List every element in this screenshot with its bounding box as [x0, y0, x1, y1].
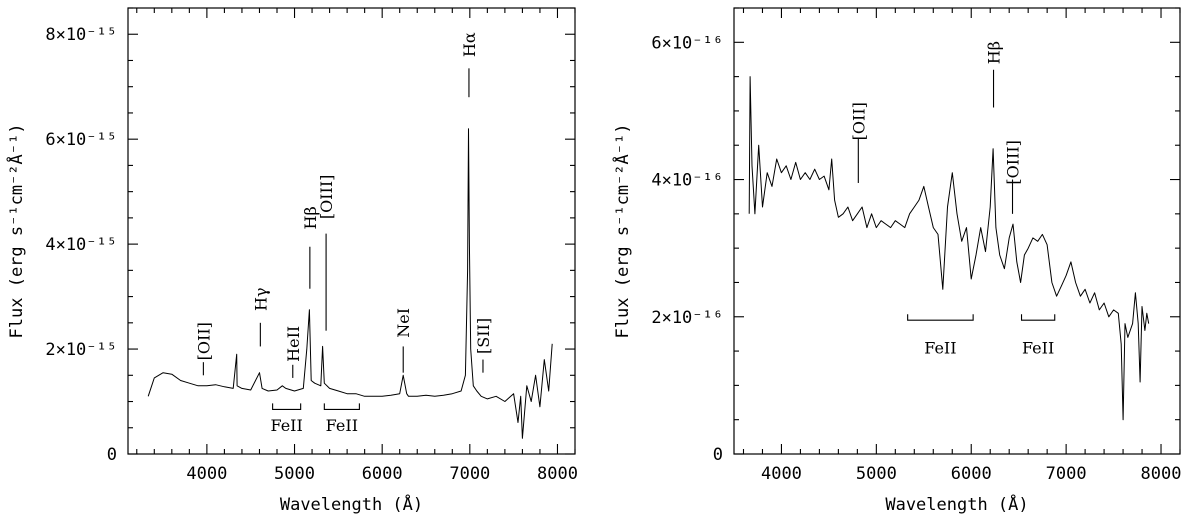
x-tick-label: 5000 [856, 464, 897, 484]
y-tick-label: 2×10⁻¹⁵ [45, 340, 117, 360]
right-spectrum-panel: 4000 5000 6000 7000 8000 0 2×10⁻¹⁶ 4×10⁻¹⁶ 6×10⁻… [611, 7, 1182, 515]
x-tick-label: 6000 [362, 464, 403, 484]
y-tick-label: 8×10⁻¹⁵ [45, 25, 117, 45]
y-tick-label: 4×10⁻¹⁶ [651, 171, 723, 191]
y-axis-label: Flux (erg s⁻¹cm⁻²Å⁻¹) [5, 124, 27, 339]
y-tick-label: 4×10⁻¹⁵ [45, 235, 117, 255]
y-tick-label: 2×10⁻¹⁶ [651, 308, 723, 328]
feii-bracket [323, 403, 360, 410]
y-tick-label: 6×10⁻¹⁶ [651, 33, 723, 53]
feii-bracket [907, 314, 974, 321]
line-label: [OIII] [1004, 140, 1023, 185]
x-axis-label: Wavelength (Å) [885, 493, 1028, 515]
line-label: HeII [284, 326, 303, 362]
line-label: [OII] [194, 322, 213, 360]
x-tick-label: 4000 [186, 464, 227, 484]
line-label: [OII] [849, 102, 868, 140]
x-tick-label: 7000 [1046, 464, 1087, 484]
plot-frame [127, 7, 576, 455]
bracket-label: FeII [326, 416, 358, 435]
line-label: [SII] [474, 318, 493, 354]
line-label: Hβ [301, 206, 320, 229]
x-tick-label: 8000 [1141, 464, 1182, 484]
x-tick-label: 7000 [449, 464, 490, 484]
x-tick-label: 6000 [951, 464, 992, 484]
y-tick-label: 0 [107, 445, 117, 465]
line-label: Hα [460, 32, 479, 57]
x-tick-label: 4000 [761, 464, 802, 484]
bracket-label: FeII [924, 339, 956, 358]
bracket-label: FeII [1022, 339, 1054, 358]
plot-frame [733, 7, 1181, 455]
feii-bracket [1020, 314, 1056, 321]
line-label: NeI [394, 308, 413, 338]
line-label: Hβ [985, 41, 1004, 64]
x-tick-label: 8000 [537, 464, 578, 484]
y-tick-label: 0 [713, 445, 723, 465]
y-axis-label: Flux (erg s⁻¹cm⁻²Å⁻¹) [611, 124, 633, 339]
x-axis-label: Wavelength (Å) [280, 493, 423, 515]
line-label: [OIII] [317, 175, 336, 220]
bracket-label: FeII [270, 416, 302, 435]
spectrum-line [147, 128, 553, 439]
line-label: Hγ [251, 287, 270, 311]
x-tick-label: 5000 [274, 464, 315, 484]
y-tick-label: 6×10⁻¹⁵ [45, 130, 117, 150]
feii-bracket [272, 403, 302, 410]
spectrum-line [748, 76, 1150, 421]
left-spectrum-panel: 4000 5000 6000 7000 8000 0 2×10⁻¹⁵ 4×10⁻¹⁵ 6×10⁻… [5, 7, 578, 515]
